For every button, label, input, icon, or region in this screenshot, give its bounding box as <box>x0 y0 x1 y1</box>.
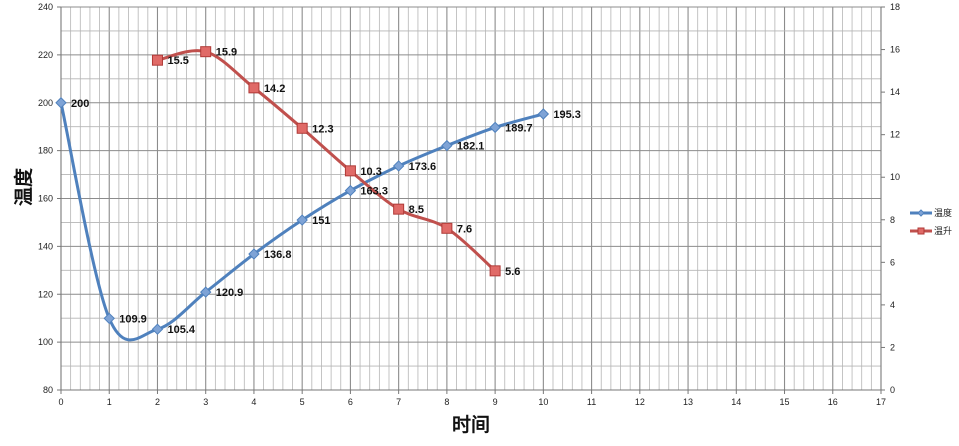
data-label: 8.5 <box>409 204 424 216</box>
x-tick-label: 13 <box>683 397 693 407</box>
x-tick-label: 1 <box>107 397 112 407</box>
legend-diamond-icon <box>917 209 925 217</box>
y2-tick-label: 4 <box>890 300 895 310</box>
legend-label: 温度 <box>934 207 952 219</box>
x-tick-label: 0 <box>58 397 63 407</box>
y-axis-title: 温度 <box>12 167 35 206</box>
y-tick-label: 200 <box>38 98 53 108</box>
data-label: 5.6 <box>505 266 520 278</box>
x-tick-label: 14 <box>731 397 741 407</box>
x-tick-label: 10 <box>538 397 548 407</box>
data-label: 173.6 <box>409 161 437 173</box>
square-marker <box>248 82 260 94</box>
data-label: 189.7 <box>505 122 533 134</box>
y2-tick-label: 12 <box>890 130 900 140</box>
y2-tick-label: 2 <box>890 342 895 352</box>
data-label: 195.3 <box>553 109 581 121</box>
square-marker <box>151 54 163 66</box>
x-tick-label: 7 <box>396 397 401 407</box>
x-tick-label: 15 <box>780 397 790 407</box>
y2-tick-label: 18 <box>890 2 900 12</box>
diamond-marker <box>296 214 308 226</box>
y-tick-label: 220 <box>38 50 53 60</box>
x-tick-label: 4 <box>251 397 256 407</box>
square-marker <box>489 265 501 277</box>
data-label: 136.8 <box>264 249 292 261</box>
data-label: 163.3 <box>360 186 388 198</box>
square-marker <box>296 122 308 134</box>
diamond-marker <box>103 312 115 325</box>
data-label: 105.4 <box>167 324 195 336</box>
square-marker <box>200 46 212 58</box>
y2-tick-label: 10 <box>890 172 900 182</box>
data-label: 12.3 <box>312 123 333 135</box>
x-tick-label: 2 <box>155 397 160 407</box>
diamond-marker <box>441 139 453 152</box>
diamond-marker <box>248 248 260 260</box>
series-layer <box>55 46 550 342</box>
x-tick-label: 11 <box>587 397 596 407</box>
square-marker <box>344 165 356 177</box>
x-tick-label: 3 <box>203 397 208 407</box>
y-tick-label: 120 <box>38 289 53 299</box>
legend-label: 温升 <box>934 226 952 237</box>
data-labels: 200 109.9 105.4 120.9 136.8 151 163.3 173.6 182.… <box>71 47 581 337</box>
data-label: 109.9 <box>119 313 147 325</box>
y-tick-label: 80 <box>43 385 53 395</box>
legend-square-icon <box>917 227 925 235</box>
y2-tick-label: 6 <box>890 257 895 267</box>
diamond-marker <box>344 184 357 197</box>
x-tick-label: 6 <box>348 397 353 407</box>
data-label: 15.9 <box>216 47 237 59</box>
diamond-marker <box>489 121 501 134</box>
data-label: 151 <box>312 215 330 227</box>
data-label: 15.5 <box>167 55 188 67</box>
y2-tick-label: 8 <box>890 215 895 225</box>
data-label: 7.6 <box>457 223 472 235</box>
diamond-marker <box>55 97 67 109</box>
x-tick-label: 5 <box>300 397 305 407</box>
data-label: 182.1 <box>457 141 485 153</box>
y-tick-label: 140 <box>38 241 53 251</box>
square-marker <box>393 203 405 215</box>
diamond-marker <box>392 160 405 172</box>
y2-tick-label: 0 <box>890 385 895 395</box>
diamond-marker <box>537 108 550 120</box>
x-tick-label: 17 <box>876 397 886 407</box>
x-tick-label: 16 <box>828 397 838 407</box>
x-axis-title: 时间 <box>452 414 490 436</box>
y2-tick-label: 16 <box>890 45 900 55</box>
data-label: 14.2 <box>264 83 285 95</box>
y-tick-label: 160 <box>38 194 53 204</box>
x-tick-label: 12 <box>635 397 645 407</box>
diamond-marker <box>199 286 212 298</box>
data-label: 10.3 <box>360 166 381 178</box>
y-tick-label: 180 <box>38 146 53 156</box>
axes: 8010012014016018020022024002468101214161… <box>38 2 900 407</box>
series-line-1 <box>157 49 497 272</box>
y2-tick-label: 14 <box>890 87 900 97</box>
square-marker <box>441 222 453 234</box>
diamond-marker <box>151 323 164 335</box>
data-label: 120.9 <box>216 287 244 299</box>
gridlines <box>60 6 882 391</box>
x-tick-label: 9 <box>493 397 498 407</box>
y-tick-label: 100 <box>38 337 53 347</box>
x-tick-label: 8 <box>444 397 449 407</box>
data-label: 200 <box>71 98 89 110</box>
y-tick-label: 240 <box>38 2 53 12</box>
